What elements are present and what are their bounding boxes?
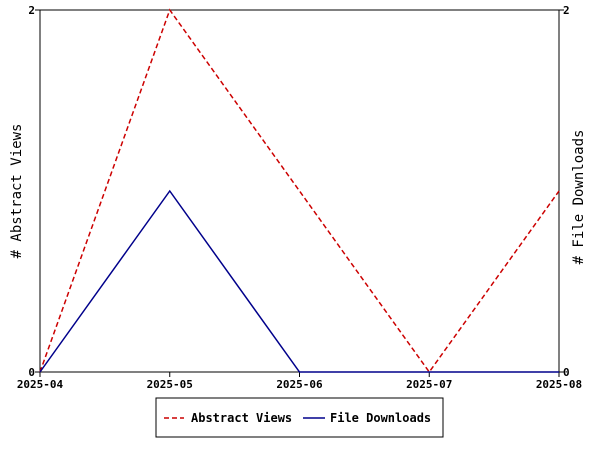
y-right-tick-label-0: 0 xyxy=(563,366,570,379)
y-left-tick-label-2: 2 xyxy=(28,4,35,17)
x-tick-label-2025-07: 2025-07 xyxy=(406,378,452,391)
legend-box xyxy=(155,397,444,438)
x-tick-label-2025-04: 2025-04 xyxy=(17,378,64,391)
y-right-tick-label-2: 2 xyxy=(563,4,570,17)
x-tick-label-2025-05: 2025-05 xyxy=(147,378,193,391)
legend: Abstract Views File Downloads xyxy=(155,397,444,438)
y-axis-right: 02 xyxy=(559,4,570,379)
series-line-file-downloads xyxy=(39,189,559,373)
legend-label-abstract-views: Abstract Views xyxy=(191,411,292,425)
series-line-abstract-views xyxy=(39,8,560,374)
series-layer xyxy=(39,8,560,374)
y-left-tick-label-0: 0 xyxy=(28,366,35,379)
x-tick-label-2025-08: 2025-08 xyxy=(536,378,582,391)
y-axis-left: 02 xyxy=(28,4,40,379)
x-tick-label-2025-06: 2025-06 xyxy=(276,378,323,391)
plot-area xyxy=(39,9,560,373)
legend-label-file-downloads: File Downloads xyxy=(330,411,431,425)
y-axis-right-title: # File Downloads xyxy=(571,130,587,265)
y-axis-left-title: # Abstract Views xyxy=(9,124,25,259)
x-axis: 2025-04 2025-05 2025-06 2025-07 2025-08 xyxy=(17,372,582,391)
